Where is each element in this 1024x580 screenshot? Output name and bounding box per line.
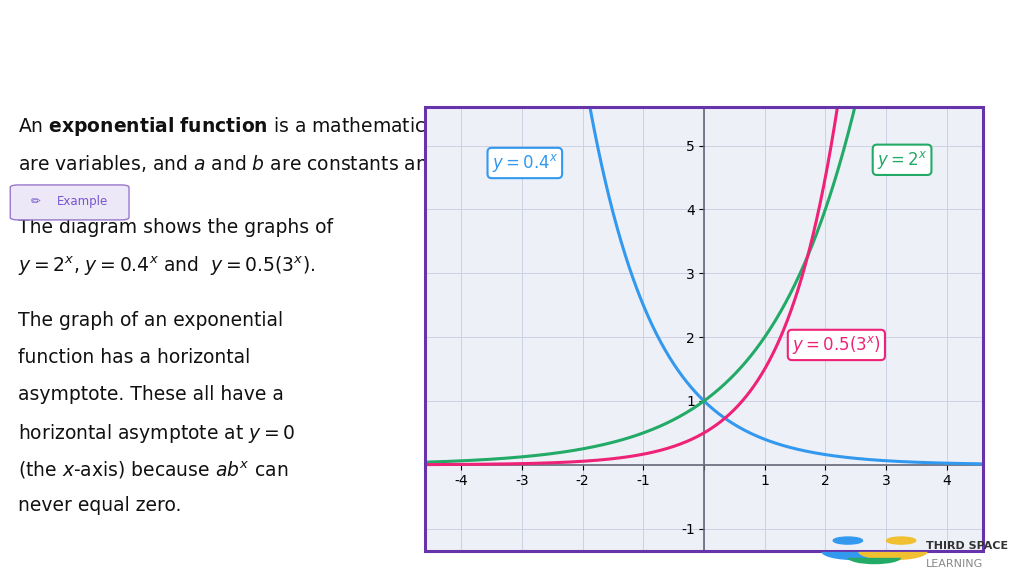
Text: LEARNING: LEARNING xyxy=(926,559,983,569)
Text: The graph of an exponential: The graph of an exponential xyxy=(18,311,284,330)
Text: $y = 0.5(3^x)$: $y = 0.5(3^x)$ xyxy=(792,334,881,356)
Text: An $\mathbf{exponential\ function}$ is a mathematical function in the form $y = : An $\mathbf{exponential\ function}$ is a… xyxy=(18,116,855,139)
Wedge shape xyxy=(821,552,891,560)
Wedge shape xyxy=(858,552,928,560)
Text: ✏: ✏ xyxy=(31,195,41,208)
Text: $y = 2^x$, $y = 0.4^x$ and  $y = 0.5(3^x)$.: $y = 2^x$, $y = 0.4^x$ and $y = 0.5(3^x)… xyxy=(18,255,315,278)
Text: The diagram shows the graphs of: The diagram shows the graphs of xyxy=(18,218,334,237)
Text: (the $x$-axis) because $ab^x$ can: (the $x$-axis) because $ab^x$ can xyxy=(18,459,289,481)
Text: horizontal asymptote at $y = 0$: horizontal asymptote at $y = 0$ xyxy=(18,422,296,445)
Text: function has a horizontal: function has a horizontal xyxy=(18,348,251,367)
FancyBboxPatch shape xyxy=(10,185,129,220)
Text: never equal zero.: never equal zero. xyxy=(18,496,182,516)
Text: $y = 0.4^x$: $y = 0.4^x$ xyxy=(492,152,558,174)
Wedge shape xyxy=(848,558,901,564)
Text: Exponential Function: Exponential Function xyxy=(26,32,456,66)
Text: Example: Example xyxy=(57,195,109,208)
Circle shape xyxy=(834,537,862,544)
Text: THIRD SPACE: THIRD SPACE xyxy=(926,542,1008,552)
Circle shape xyxy=(887,537,915,544)
Text: asymptote. These all have a: asymptote. These all have a xyxy=(18,385,285,404)
Text: are variables, and $a$ and $b$ are constants and $b > 0$.: are variables, and $a$ and $b$ are const… xyxy=(18,153,498,174)
Text: $y = 2^x$: $y = 2^x$ xyxy=(877,149,928,171)
